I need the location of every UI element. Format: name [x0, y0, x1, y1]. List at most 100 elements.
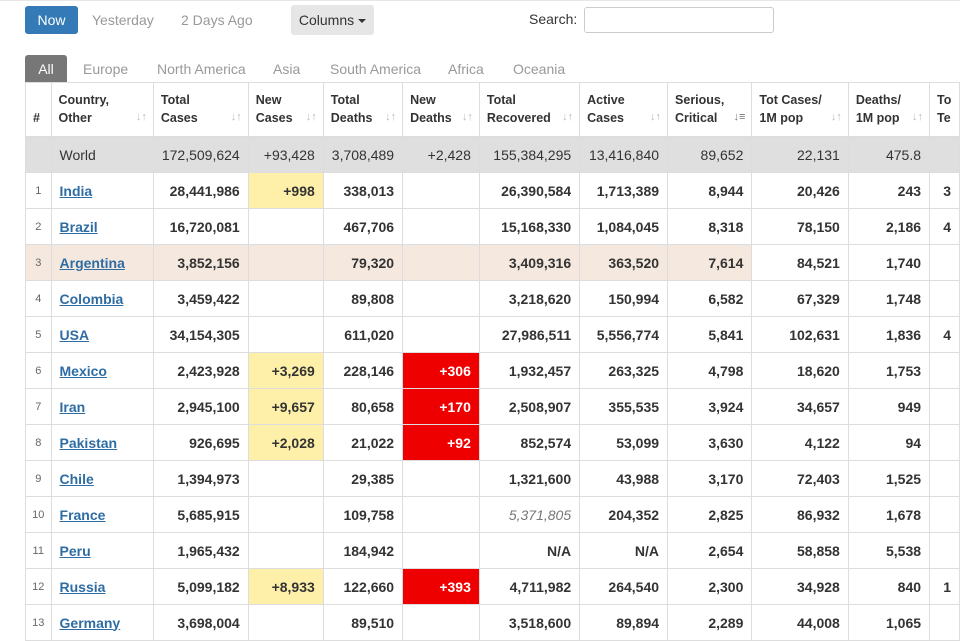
- tab-north-america[interactable]: North America: [157, 61, 246, 77]
- cell-deaths-1m: 1,740: [847, 244, 931, 281]
- cell-new-deaths: [402, 604, 480, 641]
- header-extra[interactable]: To Te: [929, 82, 960, 138]
- tab-oceania[interactable]: Oceania: [513, 61, 566, 77]
- top-toolbar: Now Yesterday 2 Days Ago Columns Search:: [0, 0, 960, 45]
- two-days-ago-button[interactable]: 2 Days Ago: [181, 12, 253, 28]
- cell-total-cases: 3,459,422: [152, 280, 249, 317]
- cell-active-cases: 355,535: [579, 388, 669, 425]
- table-row: 11 Peru 1,965,432 184,942 N/A N/A 2,654 58,858 5…: [25, 532, 960, 569]
- country-link[interactable]: Brazil: [59, 218, 98, 235]
- cell-country: Chile: [50, 460, 154, 497]
- header-total-recovered[interactable]: Total Recovered ↓↑: [478, 82, 581, 138]
- cell-new-deaths: [402, 532, 480, 569]
- country-link[interactable]: Russia: [59, 578, 106, 595]
- cell-new-deaths: +92: [402, 424, 480, 461]
- country-link[interactable]: Germany: [59, 614, 121, 631]
- cell-deaths-1m: 1,753: [847, 352, 931, 389]
- columns-dropdown-button[interactable]: Columns: [291, 5, 374, 35]
- cell-new-cases: +3,269: [247, 352, 324, 389]
- header-new-cases[interactable]: New Cases ↓↑: [247, 82, 324, 138]
- cell-active-cases: 89,894: [579, 604, 669, 641]
- header-serious-critical[interactable]: Serious, Critical ↓≡: [667, 82, 753, 138]
- cell-total-recovered: 3,518,600: [478, 604, 581, 641]
- columns-label: Columns: [298, 12, 355, 28]
- country-link[interactable]: Mexico: [59, 362, 107, 379]
- header-total-deaths[interactable]: Total Deaths ↓↑: [322, 82, 404, 138]
- cell-total-cases: 2,423,928: [152, 352, 249, 389]
- yesterday-button[interactable]: Yesterday: [92, 12, 154, 28]
- cell-extra: [929, 280, 960, 317]
- cell-serious: 3,924: [667, 388, 753, 425]
- cell-total-recovered: 3,218,620: [478, 280, 581, 317]
- header-total-cases[interactable]: Total Cases ↓↑: [152, 82, 249, 138]
- cell-active-cases: 263,325: [579, 352, 669, 389]
- cell-total-cases: 5,099,182: [152, 568, 249, 605]
- sort-icon: ↓↑: [562, 110, 574, 123]
- cell-extra: 3: [929, 172, 960, 209]
- cell-total-recovered: 4,711,982: [478, 568, 581, 605]
- tab-south-america[interactable]: South America: [330, 61, 422, 77]
- country-link[interactable]: Iran: [59, 398, 86, 415]
- cell-total-recovered: N/A: [478, 532, 581, 569]
- cell-serious: 2,825: [667, 496, 753, 533]
- country-link[interactable]: USA: [59, 326, 90, 343]
- sort-icon: ↓↑: [650, 110, 662, 123]
- cell-new-cases: [247, 208, 324, 245]
- cell-extra: 4: [929, 208, 960, 245]
- sort-icon: ↓↑: [830, 110, 842, 123]
- header-deaths-1m[interactable]: Deaths/1M pop ↓↑: [847, 82, 931, 138]
- sort-desc-icon: ↓≡: [733, 110, 746, 123]
- cell-country: Pakistan: [50, 424, 154, 461]
- country-link[interactable]: India: [59, 182, 93, 199]
- header-num[interactable]: #: [25, 82, 52, 138]
- cell-extra: [929, 424, 960, 461]
- cell-serious: 5,841: [667, 316, 753, 353]
- table-row: 12 Russia 5,099,182 +8,933 122,660 +393 4,711,…: [25, 568, 960, 605]
- cell-new-cases: +8,933: [247, 568, 324, 605]
- cell-active-cases: N/A: [579, 532, 669, 569]
- cell-tot-cases-1m: 44,008: [751, 604, 849, 641]
- cell-deaths-1m: 1,525: [847, 460, 931, 497]
- cell-active-cases: 43,988: [579, 460, 669, 497]
- country-link[interactable]: Colombia: [59, 290, 124, 307]
- tab-all[interactable]: All: [25, 55, 67, 83]
- cell-active-cases: 264,540: [579, 568, 669, 605]
- header-country[interactable]: Country, Other ↓↑: [50, 82, 154, 138]
- cell-total-recovered: 15,168,330: [478, 208, 581, 245]
- cell-num: 3: [25, 244, 52, 281]
- cell-country: India: [50, 172, 154, 209]
- cell-num: [25, 136, 52, 173]
- cell-new-deaths: +170: [402, 388, 480, 425]
- header-active-cases[interactable]: Active Cases ↓↑: [579, 82, 669, 138]
- cell-tot-cases-1m: 102,631: [751, 316, 849, 353]
- cell-tot-cases-1m: 34,928: [751, 568, 849, 605]
- header-tot-cases-1m[interactable]: Tot Cases/1M pop ↓↑: [751, 82, 849, 138]
- tab-africa[interactable]: Africa: [448, 61, 484, 77]
- cell-total-cases: 172,509,624: [152, 136, 249, 173]
- cell-num: 8: [25, 424, 52, 461]
- cell-country: World: [50, 136, 154, 173]
- cell-total-deaths: 184,942: [322, 532, 404, 569]
- header-row: # Country, Other ↓↑ Total Cases ↓↑ New Cases ↓…: [25, 82, 960, 138]
- search-input[interactable]: [584, 7, 774, 33]
- country-link[interactable]: Argentina: [59, 254, 125, 271]
- tab-asia[interactable]: Asia: [273, 61, 301, 77]
- country-link[interactable]: Chile: [59, 470, 94, 487]
- now-button[interactable]: Now: [25, 6, 78, 34]
- cell-num: 6: [25, 352, 52, 389]
- cell-total-deaths: 109,758: [322, 496, 404, 533]
- cell-tot-cases-1m: 58,858: [751, 532, 849, 569]
- cell-total-deaths: 89,510: [322, 604, 404, 641]
- country-link[interactable]: Peru: [59, 542, 91, 559]
- table-row: 3 Argentina 3,852,156 79,320 3,409,316 363,52…: [25, 244, 960, 281]
- country-link[interactable]: France: [59, 506, 106, 523]
- cell-active-cases: 204,352: [579, 496, 669, 533]
- cell-tot-cases-1m: 72,403: [751, 460, 849, 497]
- cell-serious: 6,582: [667, 280, 753, 317]
- header-new-deaths[interactable]: New Deaths ↓↑: [402, 82, 480, 138]
- sort-icon: ↓↑: [305, 110, 317, 123]
- cell-new-cases: [247, 280, 324, 317]
- tab-europe[interactable]: Europe: [83, 61, 129, 77]
- cell-new-deaths: +2,428: [402, 136, 480, 173]
- country-link[interactable]: Pakistan: [59, 434, 118, 451]
